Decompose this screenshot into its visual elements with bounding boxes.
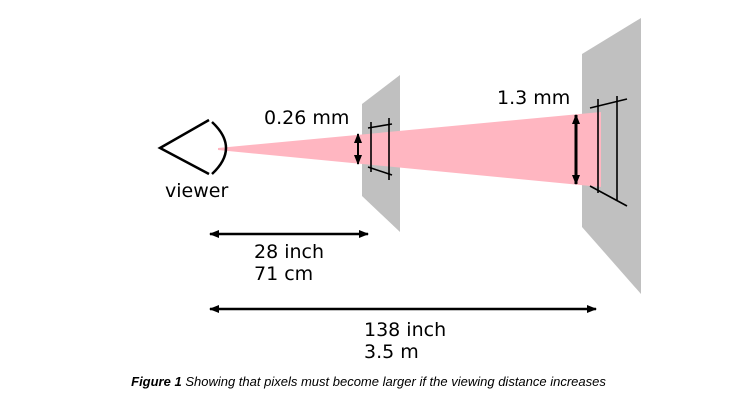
near-pixel-grid bbox=[367, 118, 393, 180]
figure-caption: Figure 1 Showing that pixels must become… bbox=[0, 374, 737, 389]
far-pixel-size-label: 1.3 mm bbox=[497, 87, 570, 109]
near-pixel-size-label: 0.26 mm bbox=[264, 107, 349, 129]
eye-lens bbox=[211, 121, 228, 175]
figure-caption-text: Showing that pixels must become larger i… bbox=[185, 374, 606, 389]
far-distance-inch-label: 138 inch bbox=[364, 319, 446, 341]
near-distance-inch-label: 28 inch bbox=[254, 241, 324, 263]
viewer-label: viewer bbox=[165, 180, 228, 202]
far-screen bbox=[582, 18, 641, 294]
eye-icon bbox=[157, 118, 210, 176]
figure-caption-label: Figure 1 bbox=[131, 374, 182, 389]
far-pixel-grid bbox=[589, 96, 628, 207]
view-beam bbox=[218, 112, 601, 187]
far-distance-m-label: 3.5 m bbox=[364, 341, 419, 363]
near-distance-cm-label: 71 cm bbox=[254, 263, 313, 285]
